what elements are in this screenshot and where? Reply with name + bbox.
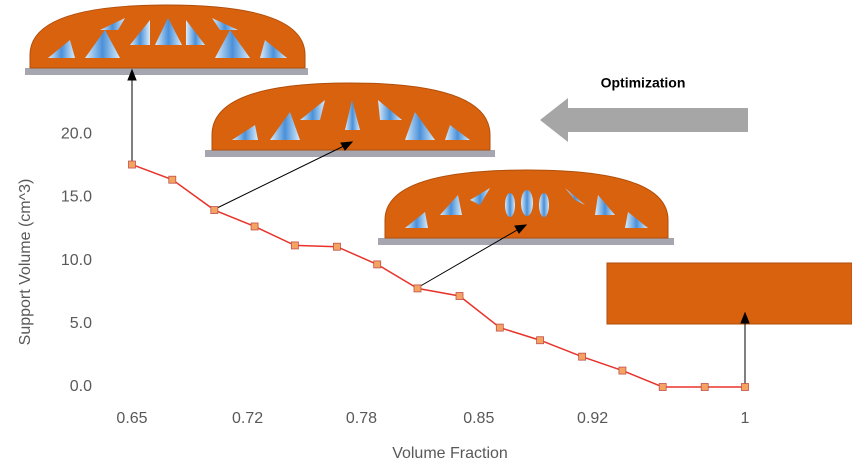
x-tick-label: 0.85 xyxy=(463,410,494,427)
bridge-image xyxy=(205,82,495,157)
annotation: Optimization xyxy=(601,75,686,91)
x-tick-label: 0.72 xyxy=(232,410,263,427)
data-point xyxy=(210,206,219,214)
data-point xyxy=(455,292,464,300)
x-tick-label: 0.92 xyxy=(577,410,608,427)
y-tick-label: 5.0 xyxy=(70,315,92,332)
x-tick-label: 0.65 xyxy=(116,410,147,427)
data-point xyxy=(373,260,382,269)
data-point xyxy=(578,352,587,361)
data-point xyxy=(290,241,299,250)
y-tick-label: 15.0 xyxy=(61,189,92,206)
optimization-arrow xyxy=(540,98,748,142)
data-point xyxy=(333,242,341,251)
data-point xyxy=(413,284,422,293)
y-tick-label: 10.0 xyxy=(61,252,92,269)
bridge-image xyxy=(378,169,674,245)
y-tick-label: 20.0 xyxy=(61,125,92,142)
data-point xyxy=(700,383,709,391)
data-line xyxy=(131,163,745,388)
x-axis-title: Volume Fraction xyxy=(392,445,508,462)
x-tick-label: 0.78 xyxy=(346,410,377,427)
data-point xyxy=(128,160,136,169)
data-point xyxy=(618,366,627,375)
x-tick-label: 1 xyxy=(741,410,750,427)
solid-block-image xyxy=(606,262,852,325)
pointer-arrows xyxy=(127,68,750,387)
data-point xyxy=(168,175,177,184)
data-point xyxy=(250,222,259,231)
y-tick-label: 0.0 xyxy=(70,378,92,395)
data-point xyxy=(495,323,504,332)
data-point xyxy=(741,383,749,391)
data-point xyxy=(658,383,667,391)
y-axis-title: Support Volume (cm^3) xyxy=(17,179,34,346)
data-point xyxy=(536,336,544,345)
bridge-image xyxy=(25,4,308,75)
